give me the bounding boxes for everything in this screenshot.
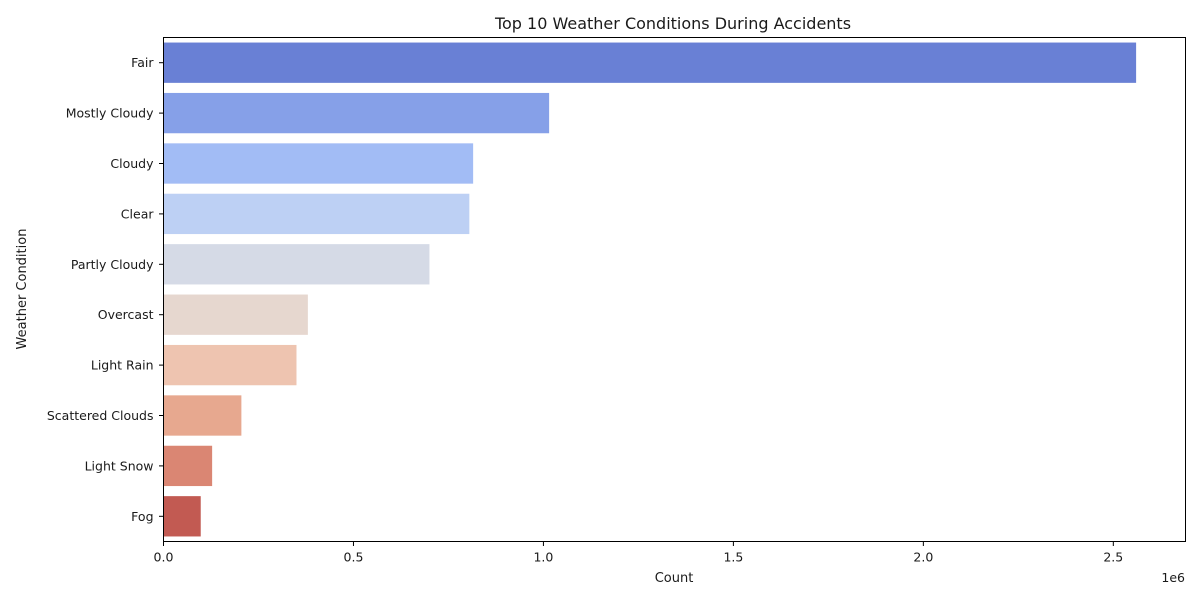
y-tick-label: Overcast	[98, 307, 154, 322]
chart-title: Top 10 Weather Conditions During Acciden…	[494, 14, 851, 33]
y-tick-label: Fog	[131, 509, 153, 524]
y-tick-label: Fair	[131, 55, 154, 70]
x-axis-ticks: 0.0 0.5 1.0 1.5 2.0 2.5	[154, 541, 1123, 565]
bar-overcast	[163, 294, 308, 335]
y-tick-label: Cloudy	[110, 156, 154, 171]
y-tick-label: Mostly Cloudy	[66, 106, 154, 121]
x-tick-label: 0.5	[344, 550, 364, 565]
x-tick-label: 2.0	[913, 550, 933, 565]
bar-fair	[163, 42, 1137, 83]
x-tick-label: 1.0	[533, 550, 553, 565]
bar-scattered-clouds	[163, 395, 242, 436]
x-tick-label: 2.5	[1103, 550, 1123, 565]
x-axis-offset-label: 1e6	[1161, 570, 1185, 585]
y-tick-label: Light Rain	[91, 358, 154, 373]
x-tick-label: 0.0	[154, 550, 174, 565]
bar-mostly-cloudy	[163, 92, 550, 134]
plot-frame	[163, 37, 1186, 542]
y-axis-ticks: Fair Mostly Cloudy Cloudy Clear Partly Cloud…	[47, 55, 164, 524]
bars-layer	[163, 42, 1137, 537]
y-tick-label: Partly Cloudy	[71, 257, 154, 272]
x-tick-label: 1.5	[723, 550, 743, 565]
bar-light-rain	[163, 344, 297, 386]
bar-clear	[163, 193, 470, 235]
bar-cloudy	[163, 143, 474, 184]
y-tick-label: Clear	[121, 206, 155, 221]
y-axis-label: Weather Condition	[15, 229, 30, 350]
y-tick-label: Light Snow	[85, 458, 154, 473]
bar-partly-cloudy	[163, 244, 430, 285]
x-axis-label: Count	[655, 571, 694, 586]
bar-light-snow	[163, 445, 213, 487]
bar-fog	[163, 496, 201, 537]
y-tick-label: Scattered Clouds	[47, 408, 154, 423]
